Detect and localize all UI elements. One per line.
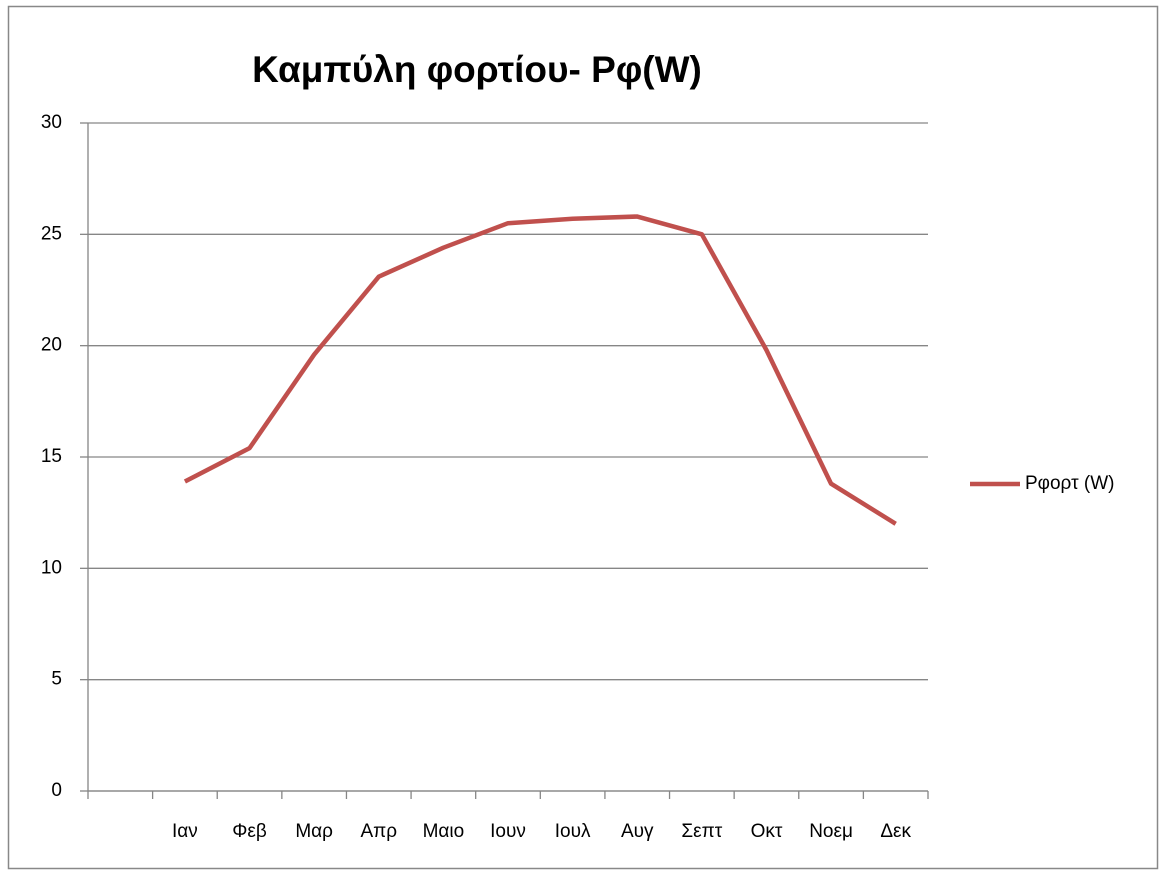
x-tick-label: Απρ [360,821,397,842]
x-tick-label: Σεπτ [681,821,722,842]
y-tick-label: 5 [51,669,62,690]
y-tick-label: 15 [41,446,62,467]
x-tick-label: Μαιο [423,821,465,842]
y-tick-label: 0 [51,780,62,801]
x-tick-label: Μαρ [295,821,333,842]
data-line [183,214,897,526]
y-tick-label: 30 [41,112,62,133]
legend-label: Pφορτ (W) [1025,473,1114,494]
chart-title: Καμπύλη φορτίου- Pφ(W) [252,49,702,90]
x-tick-label: Δεκ [880,821,911,842]
chart-frame [7,5,1159,870]
x-tick-label: Ιουν [490,821,526,842]
y-tick-label: 25 [41,223,62,244]
x-tick-label: Νοεμ [809,821,853,842]
x-tick-label: Αυγ [621,821,654,842]
x-tick-label: Ιαν [172,821,198,842]
y-tick-label: 20 [41,335,62,356]
x-tick-label: Οκτ [751,821,783,842]
x-tick-label: Φεβ [232,821,267,842]
y-tick-label: 10 [41,557,62,578]
x-tick-label: Ιουλ [555,821,591,842]
